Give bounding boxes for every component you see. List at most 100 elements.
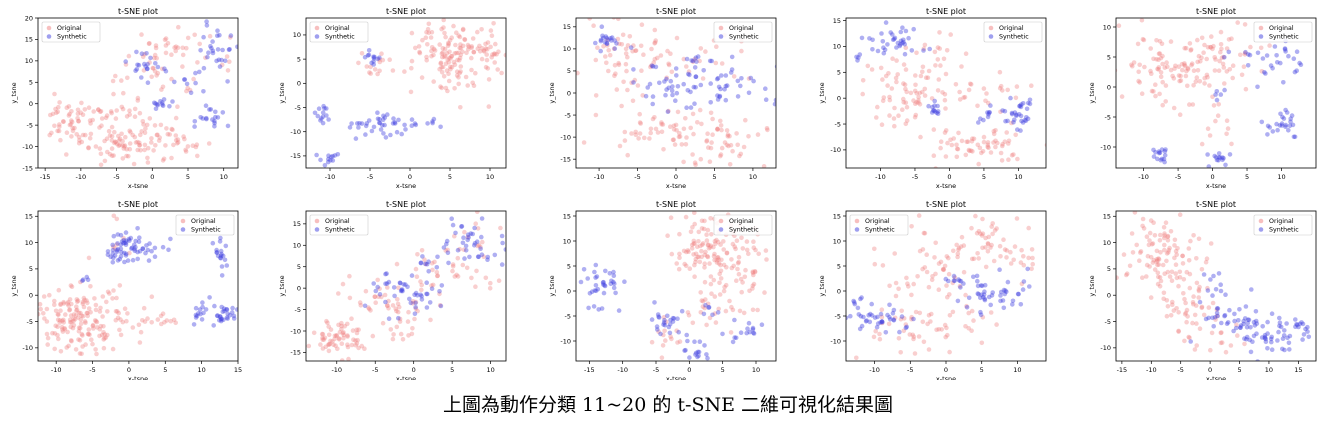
point-original [83,342,88,347]
point-synthetic [115,241,120,246]
point-original [402,69,407,74]
point-original [413,299,419,305]
point-synthetic [751,330,756,336]
point-synthetic [1213,287,1219,292]
point-original [732,244,737,249]
point-synthetic [1215,306,1221,311]
x-tick-label: 0 [408,173,412,181]
point-synthetic [929,110,935,115]
point-synthetic [899,314,905,319]
point-synthetic [461,235,466,240]
point-original [709,232,714,237]
point-original [1161,290,1167,296]
point-original [417,49,422,55]
point-original [397,316,403,322]
point-synthetic [359,121,365,126]
point-original [1216,68,1222,73]
point-original [652,40,658,45]
point-original [68,283,74,288]
point-original [76,337,81,342]
point-synthetic [378,127,384,132]
point-synthetic [1269,334,1274,340]
point-synthetic [1242,336,1247,341]
point-original [979,233,985,238]
point-original [1149,71,1154,76]
point-original [1138,250,1143,255]
point-synthetic [1222,313,1227,319]
point-original [684,64,689,69]
point-original [1098,235,1103,240]
point-synthetic [1241,321,1246,327]
point-synthetic [355,121,360,126]
point-original [414,274,420,280]
point-original [736,170,741,175]
point-synthetic [594,274,600,279]
legend-marker-original [314,25,320,31]
point-original [980,149,986,154]
legend-marker-original [854,218,860,224]
legend-label-synthetic: Synthetic [865,227,895,234]
point-original [963,292,968,298]
point-original [1242,22,1248,27]
point-original [1148,68,1153,74]
point-original [339,326,344,332]
point-synthetic [867,319,873,325]
point-original [375,71,380,77]
point-original [135,98,141,103]
point-original [488,280,493,286]
point-original [1210,300,1216,306]
point-original [665,48,670,54]
point-original [49,130,54,136]
point-original [671,127,677,132]
point-synthetic [586,305,591,311]
y-tick-label: -10 [290,128,301,136]
point-synthetic [364,121,370,126]
point-original [612,62,618,68]
point-synthetic [215,313,220,319]
point-original [695,244,700,249]
point-synthetic [666,85,672,91]
y-tick-label: 15 [833,212,841,220]
point-original [477,43,482,49]
point-original [462,229,467,235]
point-original [1209,34,1214,39]
point-synthetic [890,37,896,42]
point-original [93,318,99,324]
point-original [496,49,501,54]
point-original [485,66,491,71]
y-axis-label: y_tsne [548,82,556,103]
point-synthetic [883,20,889,25]
point-synthetic [1237,307,1242,312]
point-synthetic [318,118,323,123]
point-original [983,245,988,250]
point-synthetic [1201,272,1207,277]
point-original [376,294,381,300]
point-original [1182,312,1188,317]
point-synthetic [688,105,694,110]
point-synthetic [201,34,206,40]
point-original [638,43,644,49]
point-original [702,218,707,224]
point-original [58,302,63,308]
point-original [1183,45,1189,51]
point-original [989,224,994,229]
point-synthetic [591,304,597,309]
point-original [966,326,971,331]
point-original [132,106,138,112]
point-original [132,134,138,140]
point-original [971,318,976,323]
point-original [173,115,179,121]
point-synthetic [218,314,223,319]
point-synthetic [152,245,158,251]
point-original [1181,291,1186,296]
point-original [116,138,122,143]
point-original [1188,238,1193,244]
point-original [879,307,885,313]
point-original [1189,62,1194,68]
point-synthetic [224,315,230,320]
point-original [386,306,391,311]
point-original [118,332,124,338]
point-synthetic [1279,123,1285,128]
point-original [636,136,641,141]
point-original [84,298,89,303]
